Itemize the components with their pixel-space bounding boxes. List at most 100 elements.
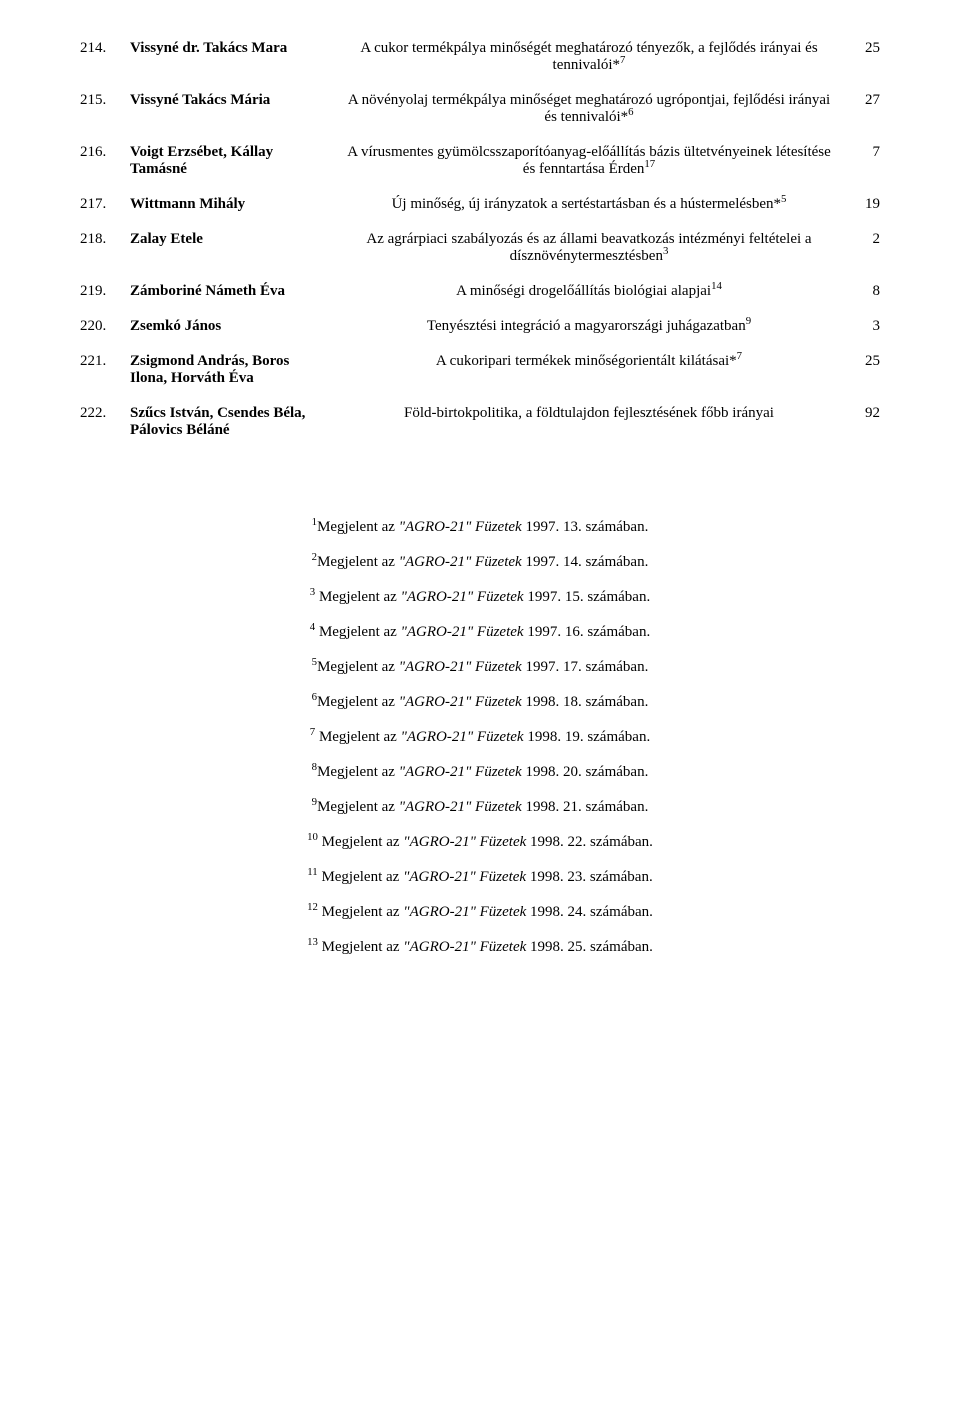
footnote: 12 Megjelent az "AGRO-21" Füzetek 1998. … xyxy=(80,904,880,921)
entry-author: Zámboriné Námeth Éva xyxy=(130,283,338,300)
entry-author: Zsemkó János xyxy=(130,318,338,335)
footnote-pre: Megjelent az xyxy=(317,519,399,535)
footnote-italic: "AGRO-21" Füzetek xyxy=(403,869,526,885)
entry-page: 7 xyxy=(840,144,880,161)
footnote-pre: Megjelent az xyxy=(318,869,403,885)
entry-title-sup: 9 xyxy=(746,315,751,327)
footnote-italic: "AGRO-21" Füzetek xyxy=(403,834,526,850)
entry-row: 219.Zámboriné Námeth Éva A minőségi droge… xyxy=(80,283,880,300)
entry-title-text: Tenyésztési integráció a magyarországi j… xyxy=(427,318,746,334)
footnote-number: 10 xyxy=(307,831,318,843)
entry-author: Zalay Etele xyxy=(130,231,338,248)
footnote-post: 1997. 13. számában. xyxy=(522,519,649,535)
footnote-pre: Megjelent az xyxy=(318,939,403,955)
footnote-pre: Megjelent az xyxy=(315,624,400,640)
entry-row: 218.Zalay Etele Az agrárpiaci szabályozás… xyxy=(80,231,880,265)
entry-title-sup: 17 xyxy=(644,158,655,170)
entry-number: 218. xyxy=(80,231,130,248)
footnote-italic: "AGRO-21" Füzetek xyxy=(399,519,522,535)
entry-title: A minőségi drogelőállítás biológiai alap… xyxy=(338,283,840,300)
footnote-pre: Megjelent az xyxy=(317,799,399,815)
footnote-italic: "AGRO-21" Füzetek xyxy=(401,729,524,745)
entry-row: 222.Szűcs István, Csendes Béla, Pálovics… xyxy=(80,405,880,439)
entry-title: A vírusmentes gyümölcsszaporítóanyag-elő… xyxy=(338,144,840,178)
footnote-post: 1998. 19. számában. xyxy=(524,729,651,745)
entry-author: Wittmann Mihály xyxy=(130,196,338,213)
footnote-pre: Megjelent az xyxy=(318,904,403,920)
footnote-post: 1997. 14. számában. xyxy=(522,554,649,570)
footnote-pre: Megjelent az xyxy=(317,659,399,675)
footnote-number: 11 xyxy=(307,866,317,878)
footnote-pre: Megjelent az xyxy=(315,589,400,605)
footnote: 11 Megjelent az "AGRO-21" Füzetek 1998. … xyxy=(80,869,880,886)
entry-title: Tenyésztési integráció a magyarországi j… xyxy=(338,318,840,335)
entry-title-text: A növényolaj termékpálya minőséget megha… xyxy=(348,92,830,125)
footnotes-section: 1Megjelent az "AGRO-21" Füzetek 1997. 13… xyxy=(80,519,880,956)
footnote-pre: Megjelent az xyxy=(317,554,399,570)
entry-row: 214.Vissyné dr. Takács MaraA cukor termé… xyxy=(80,40,880,74)
entries-list: 214.Vissyné dr. Takács MaraA cukor termé… xyxy=(80,40,880,439)
footnote: 9Megjelent az "AGRO-21" Füzetek 1998. 21… xyxy=(80,799,880,816)
entry-title-text: A minőségi drogelőállítás biológiai alap… xyxy=(456,283,711,299)
footnote: 10 Megjelent az "AGRO-21" Füzetek 1998. … xyxy=(80,834,880,851)
entry-number: 222. xyxy=(80,405,130,422)
footnote: 6Megjelent az "AGRO-21" Füzetek 1998. 18… xyxy=(80,694,880,711)
entry-title-sup: 14 xyxy=(711,280,722,292)
footnote-post: 1998. 25. számában. xyxy=(526,939,653,955)
footnote: 7 Megjelent az "AGRO-21" Füzetek 1998. 1… xyxy=(80,729,880,746)
entry-row: 216.Voigt Erzsébet, Kállay Tamásné A víru… xyxy=(80,144,880,178)
footnote-italic: "AGRO-21" Füzetek xyxy=(403,939,526,955)
footnote-post: 1998. 20. számában. xyxy=(522,764,649,780)
entry-title: Föld-birtokpolitika, a földtulajdon fejl… xyxy=(338,405,840,422)
footnote-pre: Megjelent az xyxy=(317,764,399,780)
footnote: 13 Megjelent az "AGRO-21" Füzetek 1998. … xyxy=(80,939,880,956)
footnote-post: 1998. 21. számában. xyxy=(522,799,649,815)
footnote-post: 1998. 22. számában. xyxy=(526,834,653,850)
entry-title-text: A cukor termékpálya minőségét meghatároz… xyxy=(360,40,817,73)
footnote-post: 1998. 24. számában. xyxy=(526,904,653,920)
footnote: 1Megjelent az "AGRO-21" Füzetek 1997. 13… xyxy=(80,519,880,536)
entry-number: 216. xyxy=(80,144,130,161)
entry-page: 25 xyxy=(840,40,880,57)
footnote-post: 1998. 18. számában. xyxy=(522,694,649,710)
entry-author: Szűcs István, Csendes Béla, Pálovics Bél… xyxy=(130,405,338,439)
entry-title: A cukoripari termékek minőségorientált k… xyxy=(338,353,840,370)
footnote-post: 1997. 15. számában. xyxy=(524,589,651,605)
footnote: 8Megjelent az "AGRO-21" Füzetek 1998. 20… xyxy=(80,764,880,781)
footnote-number: 12 xyxy=(307,901,318,913)
entry-page: 3 xyxy=(840,318,880,335)
page: 214.Vissyné dr. Takács MaraA cukor termé… xyxy=(0,0,960,1427)
entry-title-sup: 7 xyxy=(737,350,742,362)
footnote-pre: Megjelent az xyxy=(315,729,400,745)
footnote-italic: "AGRO-21" Füzetek xyxy=(399,694,522,710)
entry-title-text: Új minőség, új irányzatok a sertéstartás… xyxy=(392,196,781,212)
entry-row: 217.Wittmann Mihály Új minőség, új irányz… xyxy=(80,196,880,213)
entry-title-text: Az agrárpiaci szabályozás és az állami b… xyxy=(366,231,811,264)
entry-number: 217. xyxy=(80,196,130,213)
entry-title-sup: 5 xyxy=(781,193,786,205)
entry-row: 220.Zsemkó János Tenyésztési integráció a… xyxy=(80,318,880,335)
entry-number: 219. xyxy=(80,283,130,300)
footnote-post: 1998. 23. számában. xyxy=(526,869,653,885)
footnote-italic: "AGRO-21" Füzetek xyxy=(399,764,522,780)
entry-title-text: A vírusmentes gyümölcsszaporítóanyag-elő… xyxy=(347,144,831,177)
footnote: 4 Megjelent az "AGRO-21" Füzetek 1997. 1… xyxy=(80,624,880,641)
footnote-italic: "AGRO-21" Füzetek xyxy=(403,904,526,920)
entry-page: 92 xyxy=(840,405,880,422)
footnote: 2Megjelent az "AGRO-21" Füzetek 1997. 14… xyxy=(80,554,880,571)
entry-title: Új minőség, új irányzatok a sertéstartás… xyxy=(338,196,840,213)
footnote-italic: "AGRO-21" Füzetek xyxy=(401,624,524,640)
footnote-number: 13 xyxy=(307,936,318,948)
footnote-post: 1997. 17. számában. xyxy=(522,659,649,675)
entry-title: A cukor termékpálya minőségét meghatároz… xyxy=(338,40,840,74)
entry-title-sup: 3 xyxy=(663,245,668,257)
entry-author: Voigt Erzsébet, Kállay Tamásné xyxy=(130,144,338,178)
footnote-italic: "AGRO-21" Füzetek xyxy=(399,659,522,675)
entry-title-text: Föld-birtokpolitika, a földtulajdon fejl… xyxy=(404,405,774,421)
entry-page: 8 xyxy=(840,283,880,300)
entry-page: 25 xyxy=(840,353,880,370)
entry-row: 215.Vissyné Takács MáriaA növényolaj ter… xyxy=(80,92,880,126)
entry-author: Zsigmond András, Boros Ilona, Horváth Év… xyxy=(130,353,338,387)
entry-page: 19 xyxy=(840,196,880,213)
entry-number: 220. xyxy=(80,318,130,335)
